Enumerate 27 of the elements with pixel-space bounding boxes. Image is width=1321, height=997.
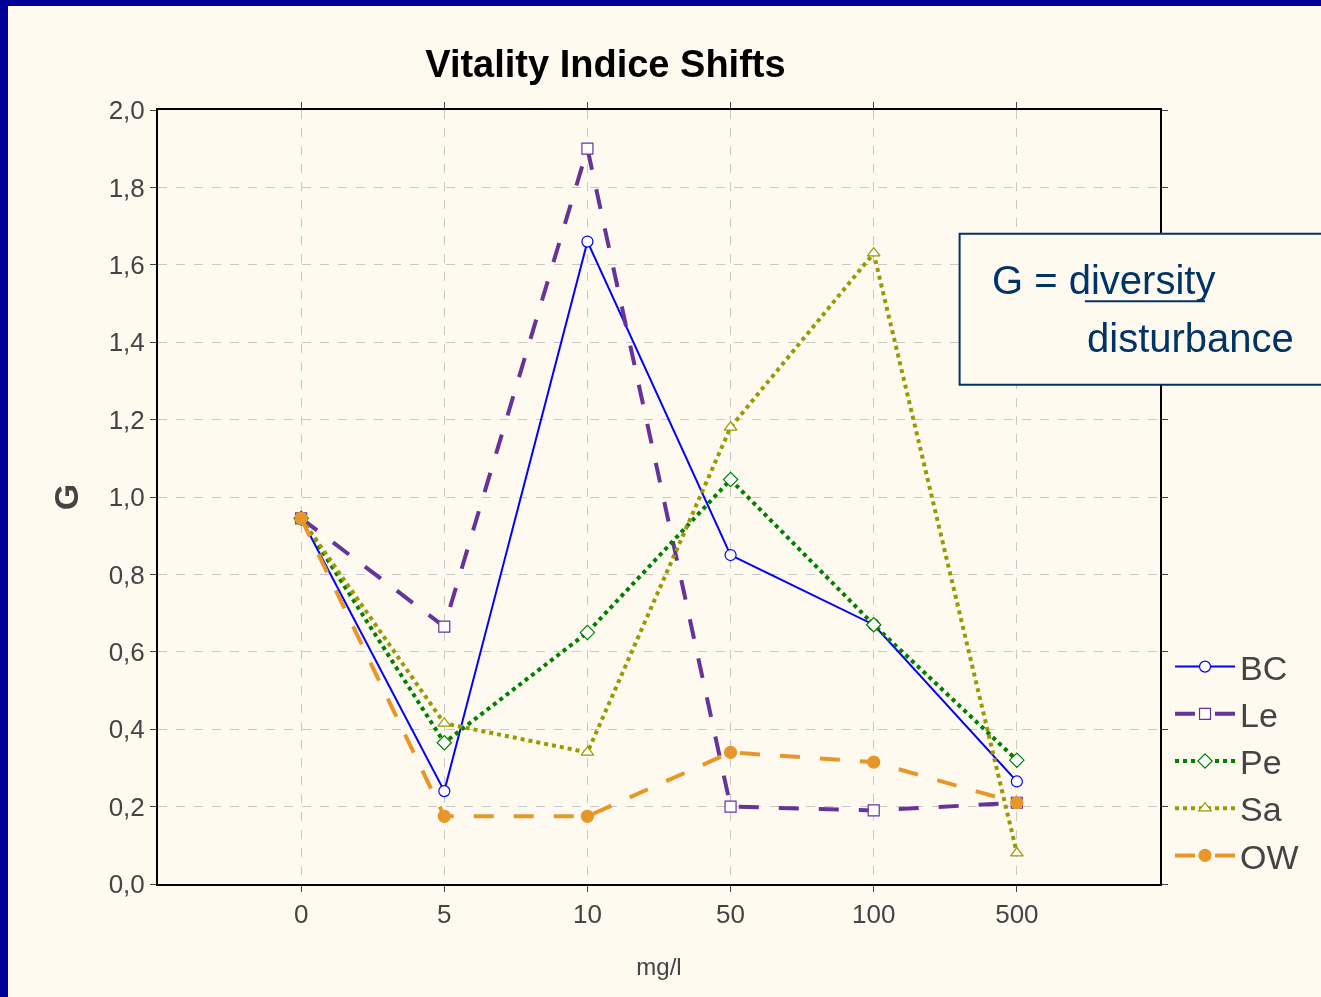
annotation: G = diversity [992, 258, 1216, 302]
x-tick-label: 50 [716, 899, 746, 930]
x-tick-label: 500 [995, 899, 1039, 930]
y-tick-label: 1,6 [108, 249, 145, 280]
y-tick-label: 1,2 [108, 404, 145, 435]
y-tick-label: 0,0 [108, 869, 145, 900]
x-tick-label: 10 [572, 899, 602, 930]
legend-label: Sa [1240, 790, 1282, 829]
y-tick-label: 2,0 [108, 95, 145, 126]
y-axis-title: G [46, 483, 85, 511]
legend-label: Le [1240, 696, 1278, 735]
x-tick-label: 5 [437, 899, 452, 930]
x-axis-title: mg/l [636, 953, 682, 980]
chart-title: Vitality Indice Shifts [425, 43, 786, 86]
y-tick-label: 1,8 [108, 172, 145, 203]
legend-label: Pe [1240, 743, 1282, 782]
y-tick-label: 0,8 [108, 559, 145, 590]
y-tick-label: 1,4 [108, 327, 145, 358]
legend-label: OW [1240, 837, 1299, 876]
y-tick-label: 0,4 [108, 714, 145, 745]
legend-label: BC [1240, 648, 1288, 687]
x-tick-label: 0 [293, 899, 309, 930]
annotation: disturbance [1087, 316, 1294, 360]
y-tick-label: 1,0 [108, 482, 145, 513]
y-tick-label: 0,6 [108, 636, 145, 667]
y-tick-label: 0,2 [108, 791, 145, 822]
x-tick-label: 100 [852, 899, 896, 930]
